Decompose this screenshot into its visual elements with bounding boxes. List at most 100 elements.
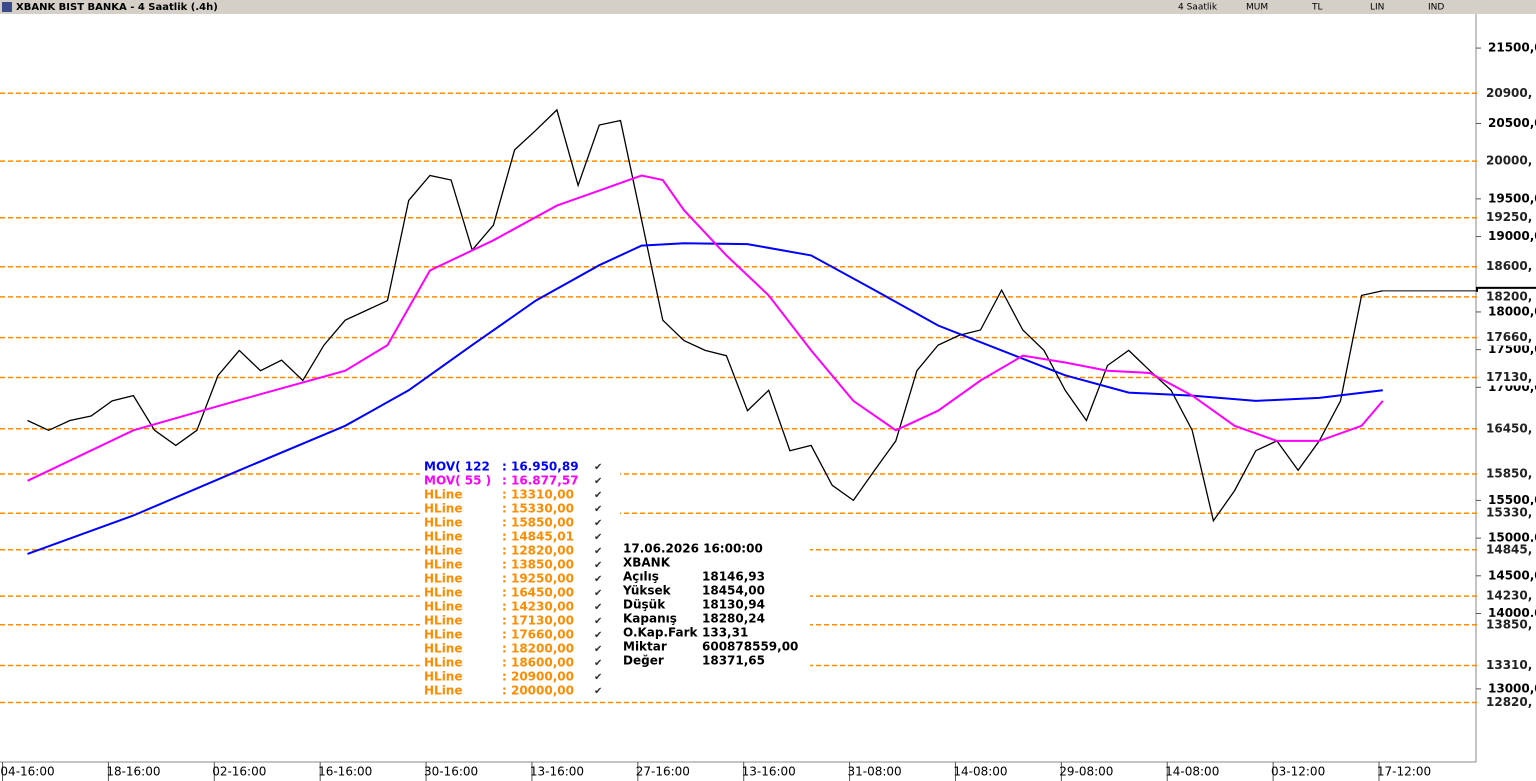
legend-name[interactable]: HLine xyxy=(424,642,462,656)
legend-check: ✔ xyxy=(594,658,602,669)
hline-label-bg xyxy=(1478,258,1536,275)
info-label: Değer xyxy=(623,654,664,668)
legend-check: ✔ xyxy=(594,462,602,473)
hline-label: 16450, xyxy=(1486,421,1532,435)
hline-label: 17130, xyxy=(1486,370,1532,384)
legend-name[interactable]: HLine xyxy=(424,516,462,530)
info-label: Düşük xyxy=(623,598,666,612)
legend-value: : 14230,00 xyxy=(502,600,574,614)
hline-label-bg xyxy=(1478,153,1536,170)
legend-check: ✔ xyxy=(594,616,602,627)
hline-label: 15850, xyxy=(1486,467,1532,481)
legend-check: ✔ xyxy=(594,546,602,557)
legend-name[interactable]: HLine xyxy=(424,530,462,544)
legend-name[interactable]: HLine xyxy=(424,502,462,516)
hline-label: 13850, xyxy=(1486,617,1532,631)
x-tick-label: 04-16:00 xyxy=(0,765,54,779)
toolbar-item[interactable]: TL xyxy=(1311,3,1323,13)
legend-name[interactable]: HLine xyxy=(424,670,462,684)
legend-check: ✔ xyxy=(594,644,602,655)
hline-label: 20900, xyxy=(1486,86,1532,100)
hline-label-bg xyxy=(1478,329,1536,346)
hline-label: 13310, xyxy=(1486,658,1532,672)
legend-name[interactable]: HLine xyxy=(424,488,462,502)
legend-value: : 19250,00 xyxy=(502,572,574,586)
hline-label: 18200, xyxy=(1486,289,1532,303)
x-tick-label: 16-16:00 xyxy=(318,765,372,779)
title-bar xyxy=(0,0,1536,14)
hline-label: 19250, xyxy=(1486,210,1532,224)
legend-name[interactable]: HLine xyxy=(424,544,462,558)
x-tick-label: 14-08:00 xyxy=(953,765,1007,779)
legend-name[interactable]: MOV( 122 xyxy=(424,460,490,474)
legend-value: : 18200,00 xyxy=(502,642,574,656)
legend-name[interactable]: HLine xyxy=(424,614,462,628)
hline-label-bg xyxy=(1478,541,1536,558)
y-tick-label: 15000,0 xyxy=(1488,531,1536,545)
x-tick-label: 14-08:00 xyxy=(1165,765,1219,779)
legend-check: ✔ xyxy=(594,672,602,683)
legend-value: : 16.877,57 xyxy=(502,474,579,488)
hline-label-bg xyxy=(1478,505,1536,522)
legend-name[interactable]: HLine xyxy=(424,600,462,614)
x-tick-label: 13-16:00 xyxy=(530,765,584,779)
legend-name[interactable]: HLine xyxy=(424,586,462,600)
info-bg xyxy=(620,540,810,700)
info-date: 17.06.2026 16:00:00 xyxy=(623,542,763,556)
info-value: 18280,24 xyxy=(702,612,765,626)
legend-value: : 13310,00 xyxy=(502,488,574,502)
hline-label: 12820, xyxy=(1486,695,1532,709)
hline-label: 18600, xyxy=(1486,259,1532,273)
legend-value: : 12820,00 xyxy=(502,544,574,558)
legend-value: : 17660,00 xyxy=(502,628,574,642)
hline-label-bg xyxy=(1478,694,1536,711)
hline-label: 17660, xyxy=(1486,330,1532,344)
x-tick-label: 31-08:00 xyxy=(847,765,901,779)
legend-check: ✔ xyxy=(594,490,602,501)
info-label: O.Kap.Fark xyxy=(623,626,699,640)
toolbar-item[interactable]: MUM xyxy=(1246,3,1268,13)
y-tick-label: 21500,0 xyxy=(1488,41,1536,55)
hline-label: 15330, xyxy=(1486,506,1532,520)
info-label: Açılış xyxy=(623,570,659,584)
legend-value: : 16.950,89 xyxy=(502,460,579,474)
hline-label-bg xyxy=(1478,209,1536,226)
legend-name[interactable]: HLine xyxy=(424,656,462,670)
y-tick-label: 14500,0 xyxy=(1488,568,1536,582)
window-title: XBANK BIST BANKA - 4 Saatlik (.4h) xyxy=(16,2,218,13)
legend-value: : 20900,00 xyxy=(502,670,574,684)
legend-value: : 18600,00 xyxy=(502,656,574,670)
legend-check: ✔ xyxy=(594,518,602,529)
x-tick-label: 17-12:00 xyxy=(1377,765,1431,779)
legend-value: : 14845,01 xyxy=(502,530,574,544)
legend-check: ✔ xyxy=(594,504,602,515)
legend-check: ✔ xyxy=(594,574,602,585)
window-icon[interactable] xyxy=(2,2,12,12)
legend-name[interactable]: HLine xyxy=(424,558,462,572)
legend-check: ✔ xyxy=(594,630,602,641)
legend-check: ✔ xyxy=(594,532,602,543)
y-tick-label: 19500,0 xyxy=(1488,191,1536,205)
legend-name[interactable]: HLine xyxy=(424,572,462,586)
legend-check: ✔ xyxy=(594,602,602,613)
hline-label: 14845, xyxy=(1486,542,1532,556)
legend-name[interactable]: MOV( 55 ) xyxy=(424,474,491,488)
info-value: 18454,00 xyxy=(702,584,765,598)
y-tick-label: 20500,0 xyxy=(1488,116,1536,130)
info-value: 18146,93 xyxy=(702,570,765,584)
toolbar-item[interactable]: 4 Saatlik xyxy=(1178,3,1218,13)
legend-name[interactable]: HLine xyxy=(424,684,462,698)
series-line xyxy=(27,108,1383,523)
toolbar-item[interactable]: LIN xyxy=(1370,3,1384,13)
info-label: Miktar xyxy=(623,640,667,654)
x-tick-label: 29-08:00 xyxy=(1059,765,1113,779)
legend-check: ✔ xyxy=(594,476,602,487)
hline-label-bg xyxy=(1478,616,1536,633)
legend-check: ✔ xyxy=(594,588,602,599)
toolbar-item[interactable]: IND xyxy=(1428,3,1444,13)
legend-value: : 15850,00 xyxy=(502,516,574,530)
x-tick-label: 30-16:00 xyxy=(424,765,478,779)
x-tick-label: 02-16:00 xyxy=(212,765,266,779)
legend-name[interactable]: HLine xyxy=(424,628,462,642)
